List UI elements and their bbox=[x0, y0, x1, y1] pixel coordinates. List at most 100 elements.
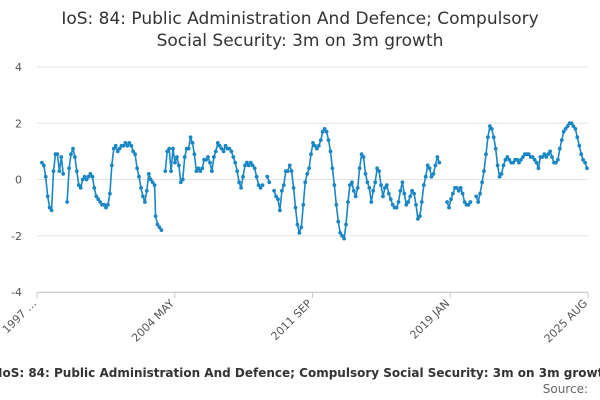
data-point bbox=[542, 152, 547, 157]
data-point bbox=[141, 194, 145, 199]
data-point bbox=[326, 138, 331, 143]
data-point bbox=[451, 191, 455, 196]
data-point bbox=[94, 194, 99, 199]
data-point bbox=[233, 160, 238, 165]
y-tick-label: 0 bbox=[15, 174, 22, 187]
data-point bbox=[495, 163, 500, 168]
data-point bbox=[462, 200, 467, 204]
data-point bbox=[163, 169, 168, 174]
data-point bbox=[534, 160, 539, 165]
data-point bbox=[231, 155, 236, 159]
data-point bbox=[505, 155, 510, 159]
data-point bbox=[466, 202, 471, 207]
data-point bbox=[519, 157, 523, 162]
data-point bbox=[554, 160, 558, 165]
series-line-segment bbox=[41, 153, 64, 212]
data-point bbox=[252, 166, 257, 171]
y-tick-label: -4 bbox=[11, 286, 22, 299]
data-point bbox=[245, 160, 249, 165]
data-point bbox=[180, 177, 185, 182]
data-point bbox=[278, 208, 282, 213]
data-point bbox=[460, 191, 465, 196]
data-point bbox=[435, 155, 440, 159]
data-point bbox=[213, 149, 218, 154]
data-point bbox=[301, 202, 306, 207]
data-point bbox=[280, 188, 284, 193]
data-point bbox=[182, 155, 187, 159]
data-point bbox=[139, 186, 143, 190]
data-point bbox=[272, 188, 276, 193]
data-point bbox=[398, 188, 403, 193]
data-point bbox=[493, 146, 498, 151]
data-point bbox=[129, 143, 134, 148]
data-point bbox=[355, 186, 360, 190]
data-point bbox=[449, 197, 453, 202]
data-point bbox=[557, 146, 562, 151]
data-point bbox=[305, 172, 310, 176]
data-point bbox=[351, 188, 356, 193]
data-point bbox=[248, 160, 253, 165]
data-point bbox=[152, 183, 157, 188]
data-point bbox=[400, 180, 405, 185]
data-point bbox=[108, 191, 112, 196]
data-point bbox=[489, 126, 494, 131]
data-point bbox=[565, 124, 570, 128]
data-point bbox=[482, 169, 486, 174]
x-tick-label: 2019 JAN bbox=[408, 297, 453, 342]
data-point bbox=[468, 200, 473, 204]
data-point bbox=[229, 149, 234, 154]
data-point bbox=[311, 141, 315, 145]
y-tick-label: 4 bbox=[15, 61, 22, 74]
data-point bbox=[212, 155, 216, 159]
data-point bbox=[577, 143, 582, 148]
chart-title-line-2: Social Security: 3m on 3m growth bbox=[156, 31, 444, 51]
data-point bbox=[406, 200, 411, 204]
data-point bbox=[532, 157, 537, 162]
data-point bbox=[342, 236, 346, 241]
data-point bbox=[429, 174, 434, 179]
data-point bbox=[243, 163, 247, 168]
data-point bbox=[274, 194, 278, 199]
data-point bbox=[223, 143, 228, 148]
data-point bbox=[390, 202, 395, 207]
data-point bbox=[61, 172, 66, 176]
data-point bbox=[371, 188, 376, 193]
data-point bbox=[303, 180, 308, 185]
data-point bbox=[45, 194, 50, 199]
data-point bbox=[332, 183, 337, 188]
data-point bbox=[573, 126, 578, 131]
series-line-segment bbox=[475, 122, 588, 203]
data-point bbox=[258, 186, 263, 190]
data-point bbox=[421, 183, 426, 188]
data-point bbox=[361, 155, 366, 159]
data-point bbox=[200, 166, 205, 171]
data-point bbox=[550, 155, 554, 159]
data-point bbox=[571, 124, 576, 128]
data-point bbox=[291, 186, 296, 190]
data-point bbox=[456, 188, 461, 193]
data-point bbox=[503, 157, 508, 162]
data-point bbox=[49, 208, 54, 213]
data-point bbox=[287, 163, 292, 168]
data-point bbox=[123, 141, 128, 145]
data-point bbox=[109, 163, 114, 168]
data-point bbox=[297, 231, 302, 235]
data-point bbox=[416, 217, 420, 221]
data-point bbox=[84, 177, 89, 182]
data-point bbox=[82, 174, 87, 179]
data-point bbox=[561, 129, 566, 134]
data-point bbox=[40, 160, 44, 165]
data-point bbox=[484, 152, 488, 157]
data-point bbox=[157, 225, 162, 230]
data-point bbox=[318, 138, 323, 143]
data-point bbox=[324, 129, 329, 134]
y-axis-ticks: 4 2 0 -2 -4 bbox=[11, 61, 22, 299]
data-point bbox=[559, 138, 564, 143]
data-point bbox=[478, 191, 482, 196]
data-point bbox=[353, 194, 358, 199]
series-layer bbox=[40, 121, 589, 241]
data-point bbox=[217, 143, 222, 148]
data-point bbox=[204, 157, 209, 162]
data-point bbox=[526, 152, 531, 157]
